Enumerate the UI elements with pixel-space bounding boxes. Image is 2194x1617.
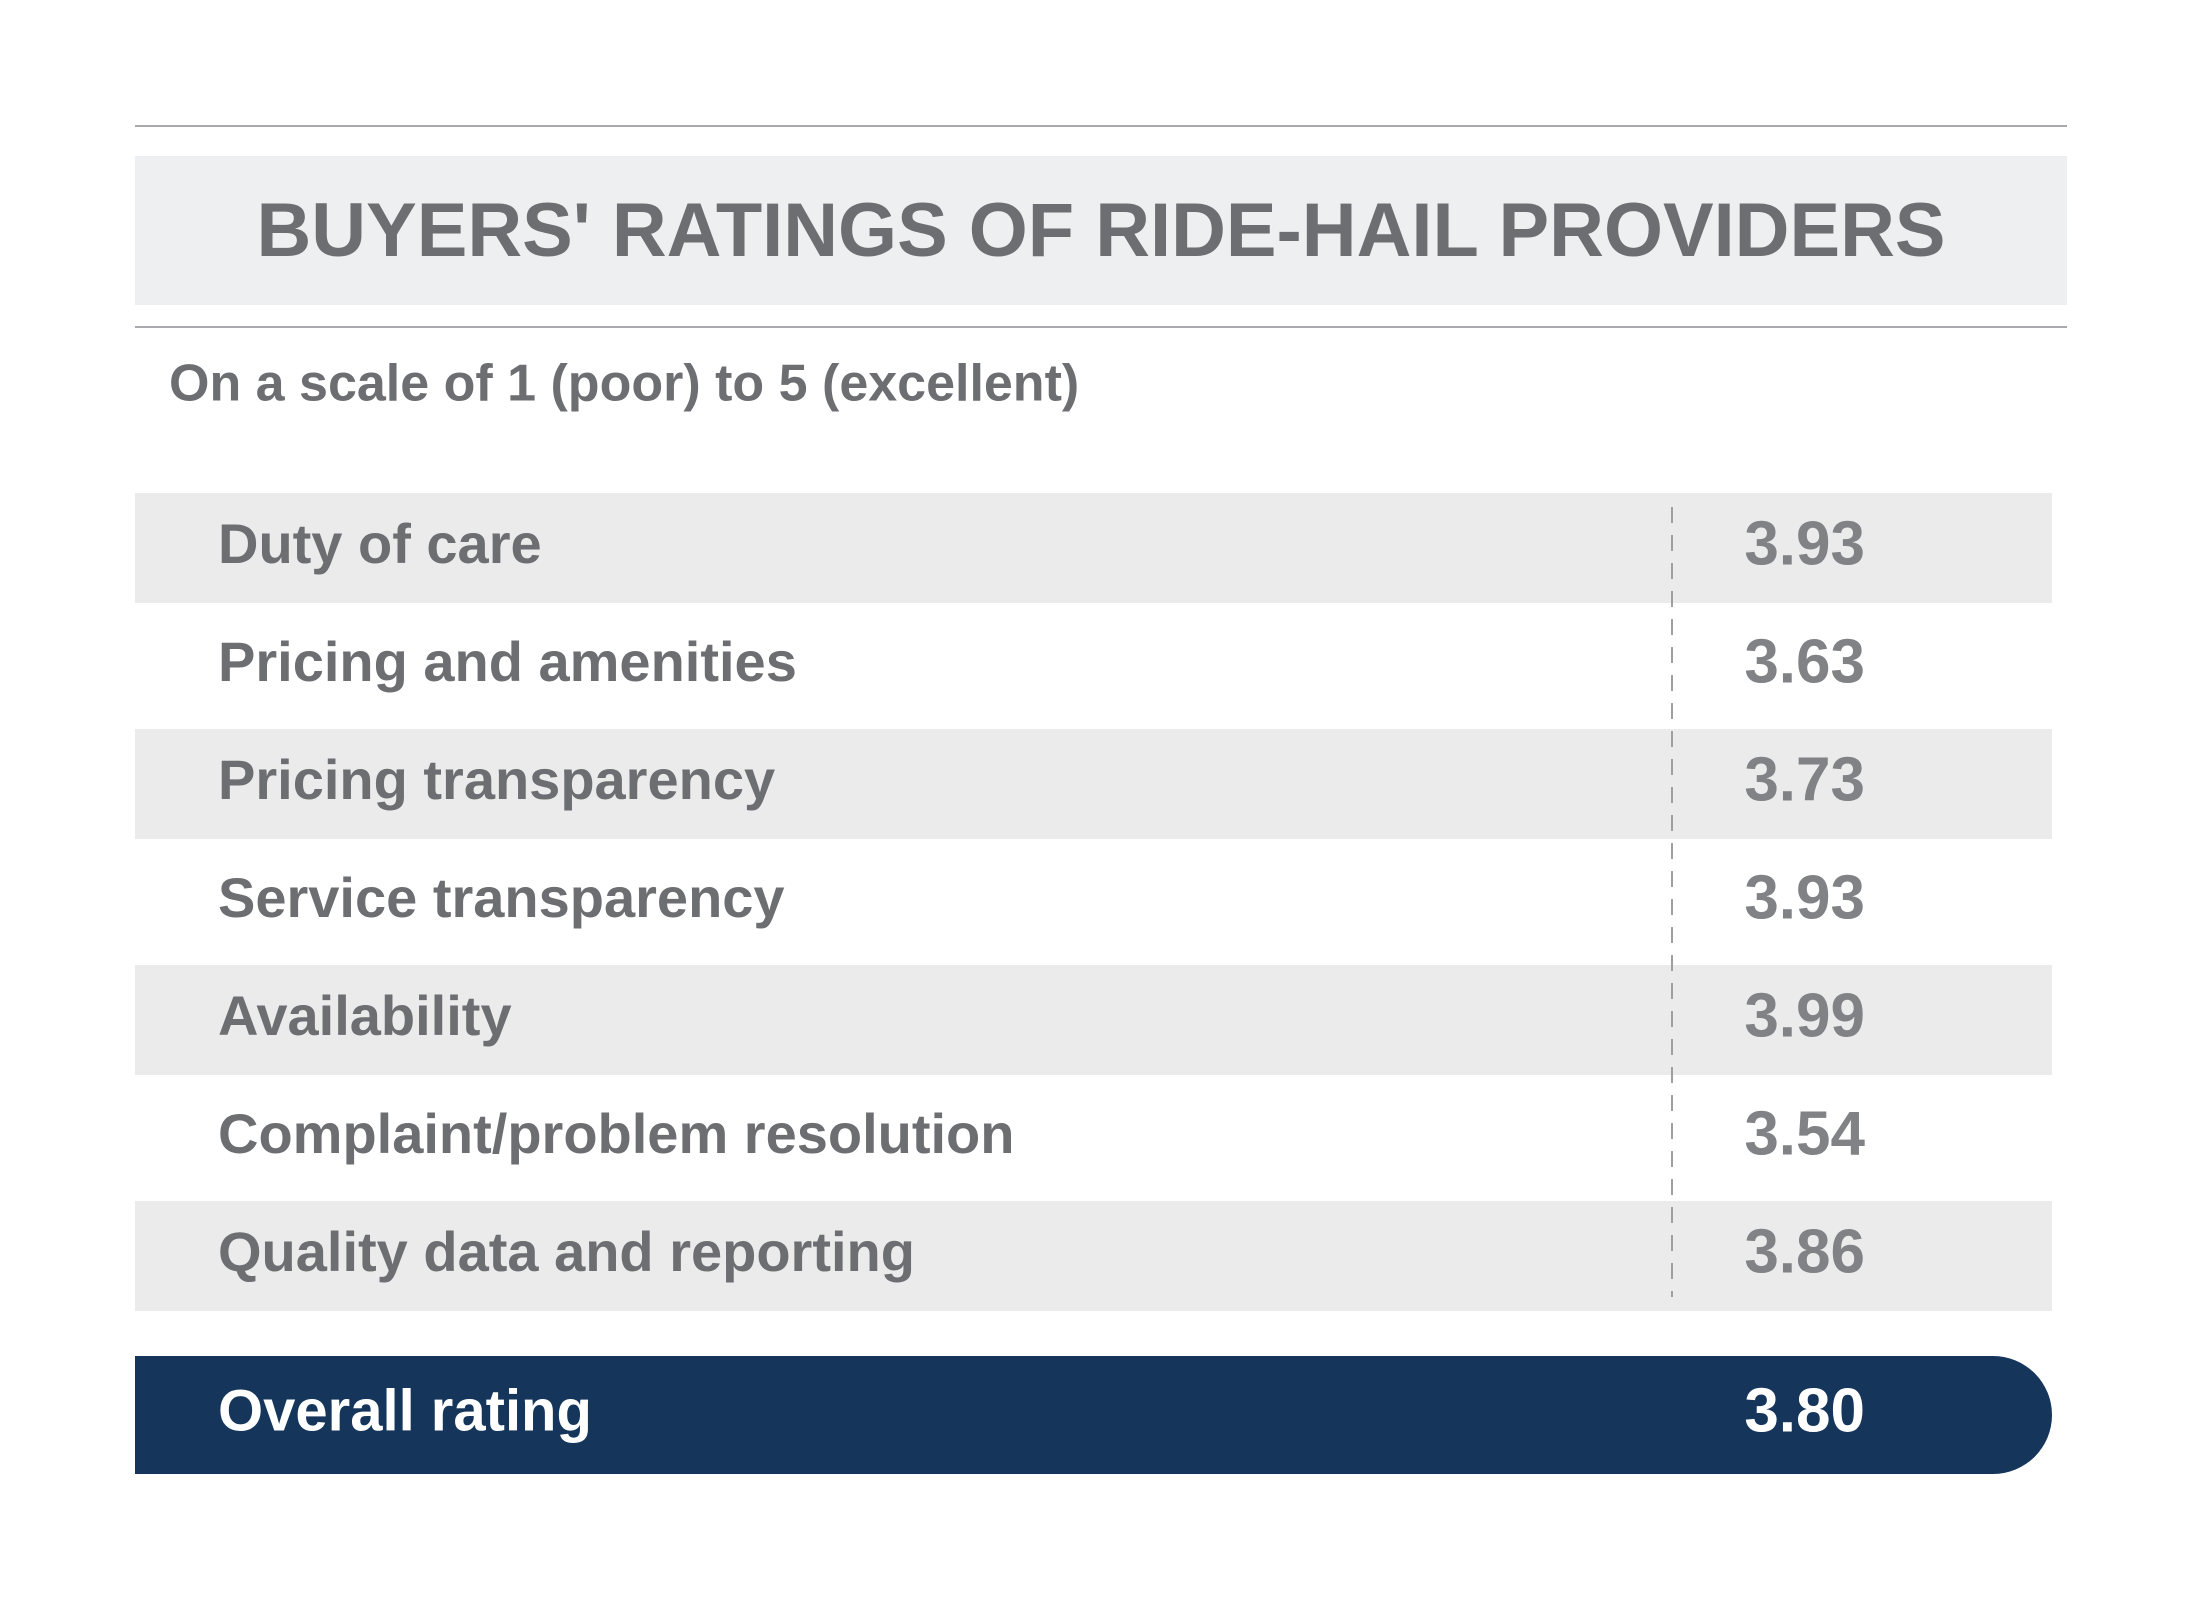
row-band [135, 729, 2052, 839]
subtitle: On a scale of 1 (poor) to 5 (excellent) [169, 355, 1079, 413]
row-value: 3.63 [1744, 627, 1865, 696]
row-value: 3.73 [1744, 745, 1865, 814]
row-value: 3.93 [1744, 509, 1865, 578]
row-label: Quality data and reporting [218, 1220, 915, 1283]
row-band [135, 1201, 2052, 1311]
row-band [135, 493, 2052, 603]
row-label: Service transparency [218, 866, 785, 929]
title: BUYERS' RATINGS OF RIDE-HAIL PROVIDERS [257, 188, 1946, 273]
overall-bar [135, 1356, 2052, 1474]
row-label: Pricing transparency [218, 748, 775, 811]
row-label: Pricing and amenities [218, 630, 797, 693]
overall-value: 3.80 [1744, 1376, 1865, 1445]
row-label: Duty of care [218, 512, 542, 575]
row-label: Complaint/problem resolution [218, 1102, 1014, 1165]
overall-label: Overall rating [218, 1378, 592, 1443]
row-value: 3.93 [1744, 863, 1865, 932]
title-box [135, 156, 2067, 305]
row-value: 3.54 [1744, 1099, 1865, 1168]
row-value: 3.99 [1744, 981, 1865, 1050]
row-label: Availability [218, 984, 512, 1047]
row-band [135, 965, 2052, 1075]
row-value: 3.86 [1744, 1217, 1865, 1286]
table: Duty of care 3.93 Pricing and amenities 3.6… [135, 493, 2052, 1311]
